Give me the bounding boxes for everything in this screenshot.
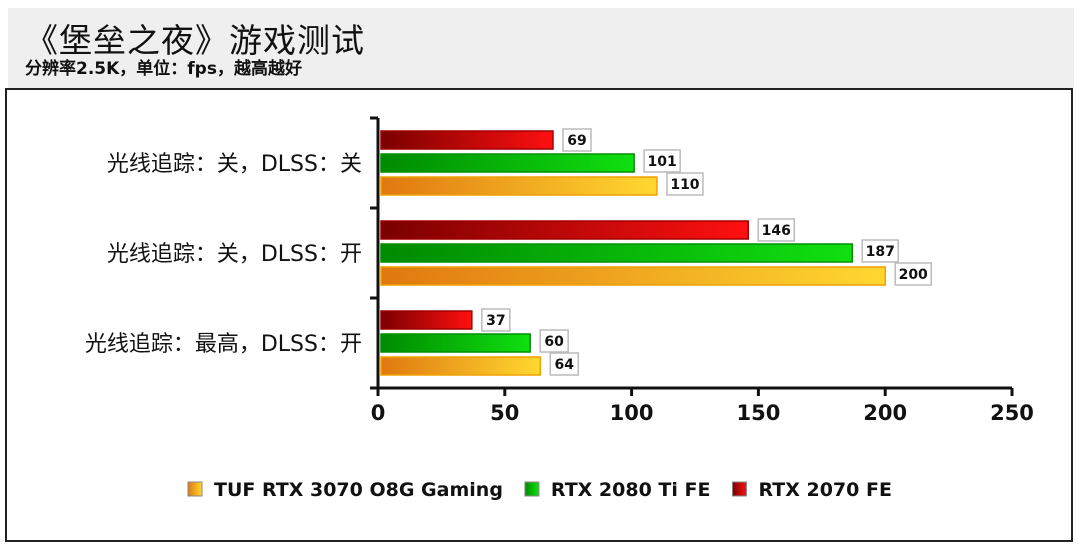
bar-tuf-rtx-3070-o8g-gaming — [380, 176, 658, 196]
category-label: 光线追踪：最高，DLSS：开 — [85, 332, 362, 357]
legend-label: TUF RTX 3070 O8G Gaming — [214, 479, 503, 501]
data-label: 60 — [544, 334, 564, 350]
legend-swatch — [731, 481, 747, 497]
bar-rtx-2080-ti-fe — [380, 243, 853, 263]
x-tick-label: 250 — [990, 401, 1034, 425]
data-label: 110 — [670, 177, 699, 193]
bar-rtx-2070-fe — [380, 220, 750, 240]
data-label: 101 — [648, 154, 677, 170]
page-title: 《堡垒之夜》游戏测试 — [25, 21, 365, 60]
legend-swatch — [524, 481, 540, 497]
x-tick-label: 200 — [863, 401, 907, 425]
data-label: 37 — [486, 313, 505, 329]
data-label: 187 — [866, 244, 895, 260]
page-subtitle: 分辨率2.5K，单位：fps，越高越好 — [25, 59, 302, 79]
data-label: 200 — [899, 267, 928, 283]
bar-rtx-2070-fe — [380, 310, 473, 330]
legend-label: RTX 2070 FE — [758, 479, 891, 501]
legend-swatch — [187, 481, 203, 497]
bar-rtx-2070-fe — [380, 130, 554, 150]
data-label: 146 — [762, 223, 791, 239]
data-label-box — [861, 239, 899, 263]
category-label: 光线追踪：关，DLSS：关 — [107, 152, 362, 177]
x-tick-label: 100 — [610, 401, 654, 425]
data-label-box — [666, 172, 704, 196]
x-tick-label: 50 — [490, 401, 519, 425]
bar-tuf-rtx-3070-o8g-gaming — [380, 356, 542, 376]
header-band — [8, 8, 1074, 88]
data-label-box — [549, 352, 580, 376]
bar-rtx-2080-ti-fe — [380, 333, 531, 353]
legend-label: RTX 2080 Ti FE — [551, 479, 711, 501]
bar-rtx-2080-ti-fe — [380, 153, 635, 173]
x-tick-label: 150 — [736, 401, 780, 425]
x-tick-label: 0 — [371, 401, 386, 425]
data-label: 69 — [567, 133, 586, 149]
chart-frame — [5, 88, 1073, 542]
data-label-box — [539, 329, 569, 353]
data-label-box — [481, 308, 511, 332]
data-label: 64 — [555, 357, 575, 373]
data-label-box — [757, 218, 796, 242]
category-label: 光线追踪：关，DLSS：开 — [107, 242, 362, 267]
bar-tuf-rtx-3070-o8g-gaming — [380, 266, 886, 286]
data-label-box — [562, 128, 592, 152]
data-label-box — [643, 149, 681, 173]
data-label-box — [894, 262, 932, 286]
